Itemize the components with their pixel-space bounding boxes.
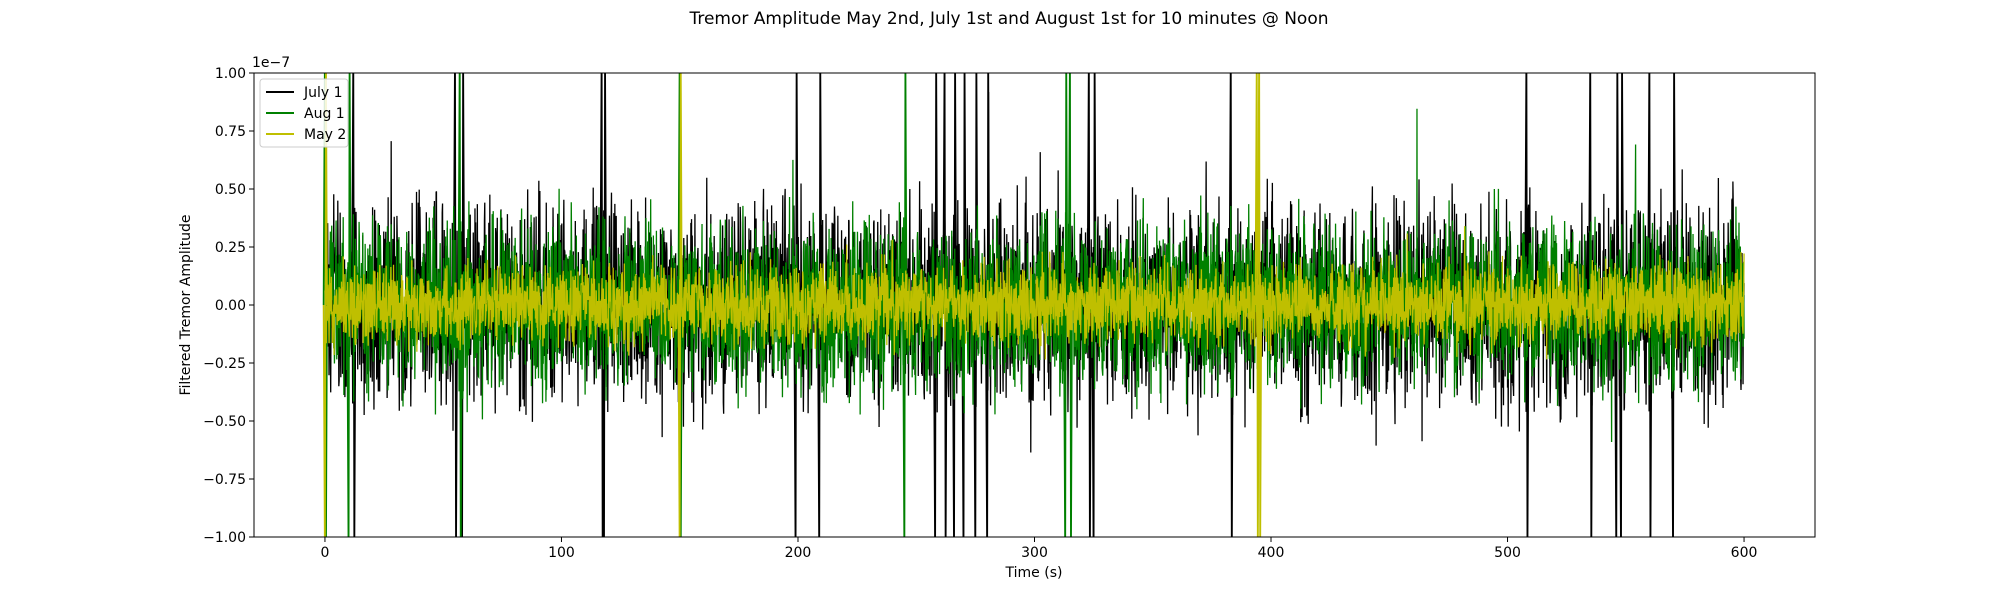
series-line — [324, 226, 1745, 360]
y-offset-label: 1e−7 — [252, 55, 290, 71]
y-axis: −1.00 −0.75 −0.50 −0.25 0.00 0.25 0.50 0.75 1.00 — [203, 66, 254, 546]
x-tick-label: 500 — [1494, 545, 1521, 561]
legend-entries: July 1 Aug 1 May 2 — [266, 85, 346, 143]
x-tick-label: 0 — [320, 545, 329, 561]
y-tick-label: 0.75 — [215, 124, 246, 140]
series-spike — [677, 73, 683, 537]
chart-title: Tremor Amplitude May 2nd, July 1st and A… — [688, 9, 1328, 29]
plot-area — [253, 72, 1816, 538]
legend: July 1 Aug 1 May 2 — [259, 78, 349, 148]
y-tick-label: 0.00 — [215, 298, 246, 314]
series-spike — [1254, 73, 1260, 537]
y-tick-label: 1.00 — [215, 66, 246, 82]
x-tick-label: 400 — [1258, 545, 1285, 561]
y-tick-label: −1.00 — [203, 530, 246, 546]
x-axis-label: Time (s) — [1005, 565, 1063, 581]
y-tick-label: 0.25 — [215, 240, 246, 256]
legend-label: May 2 — [304, 127, 346, 143]
x-tick-label: 300 — [1021, 545, 1048, 561]
x-tick-label: 200 — [785, 545, 812, 561]
y-tick-label: −0.75 — [203, 472, 246, 488]
legend-box — [259, 78, 349, 148]
x-tick-label: 600 — [1731, 545, 1758, 561]
y-axis-label: Filtered Tremor Amplitude — [178, 214, 194, 395]
y-tick-label: −0.25 — [203, 356, 246, 372]
y-tick-label: −0.50 — [203, 414, 246, 430]
series-layer — [322, 73, 1745, 537]
series-line — [324, 108, 1745, 443]
y-tick-label: 0.50 — [215, 182, 246, 198]
legend-label: July 1 — [303, 85, 343, 101]
series-spike — [346, 73, 352, 537]
x-axis: 0 100 200 300 400 500 600 — [320, 537, 1757, 561]
x-tick-label: 100 — [548, 545, 575, 561]
series-spike — [1256, 73, 1263, 537]
series-spike — [322, 73, 328, 537]
series-may-2 — [322, 73, 1745, 537]
legend-label: Aug 1 — [304, 106, 345, 122]
